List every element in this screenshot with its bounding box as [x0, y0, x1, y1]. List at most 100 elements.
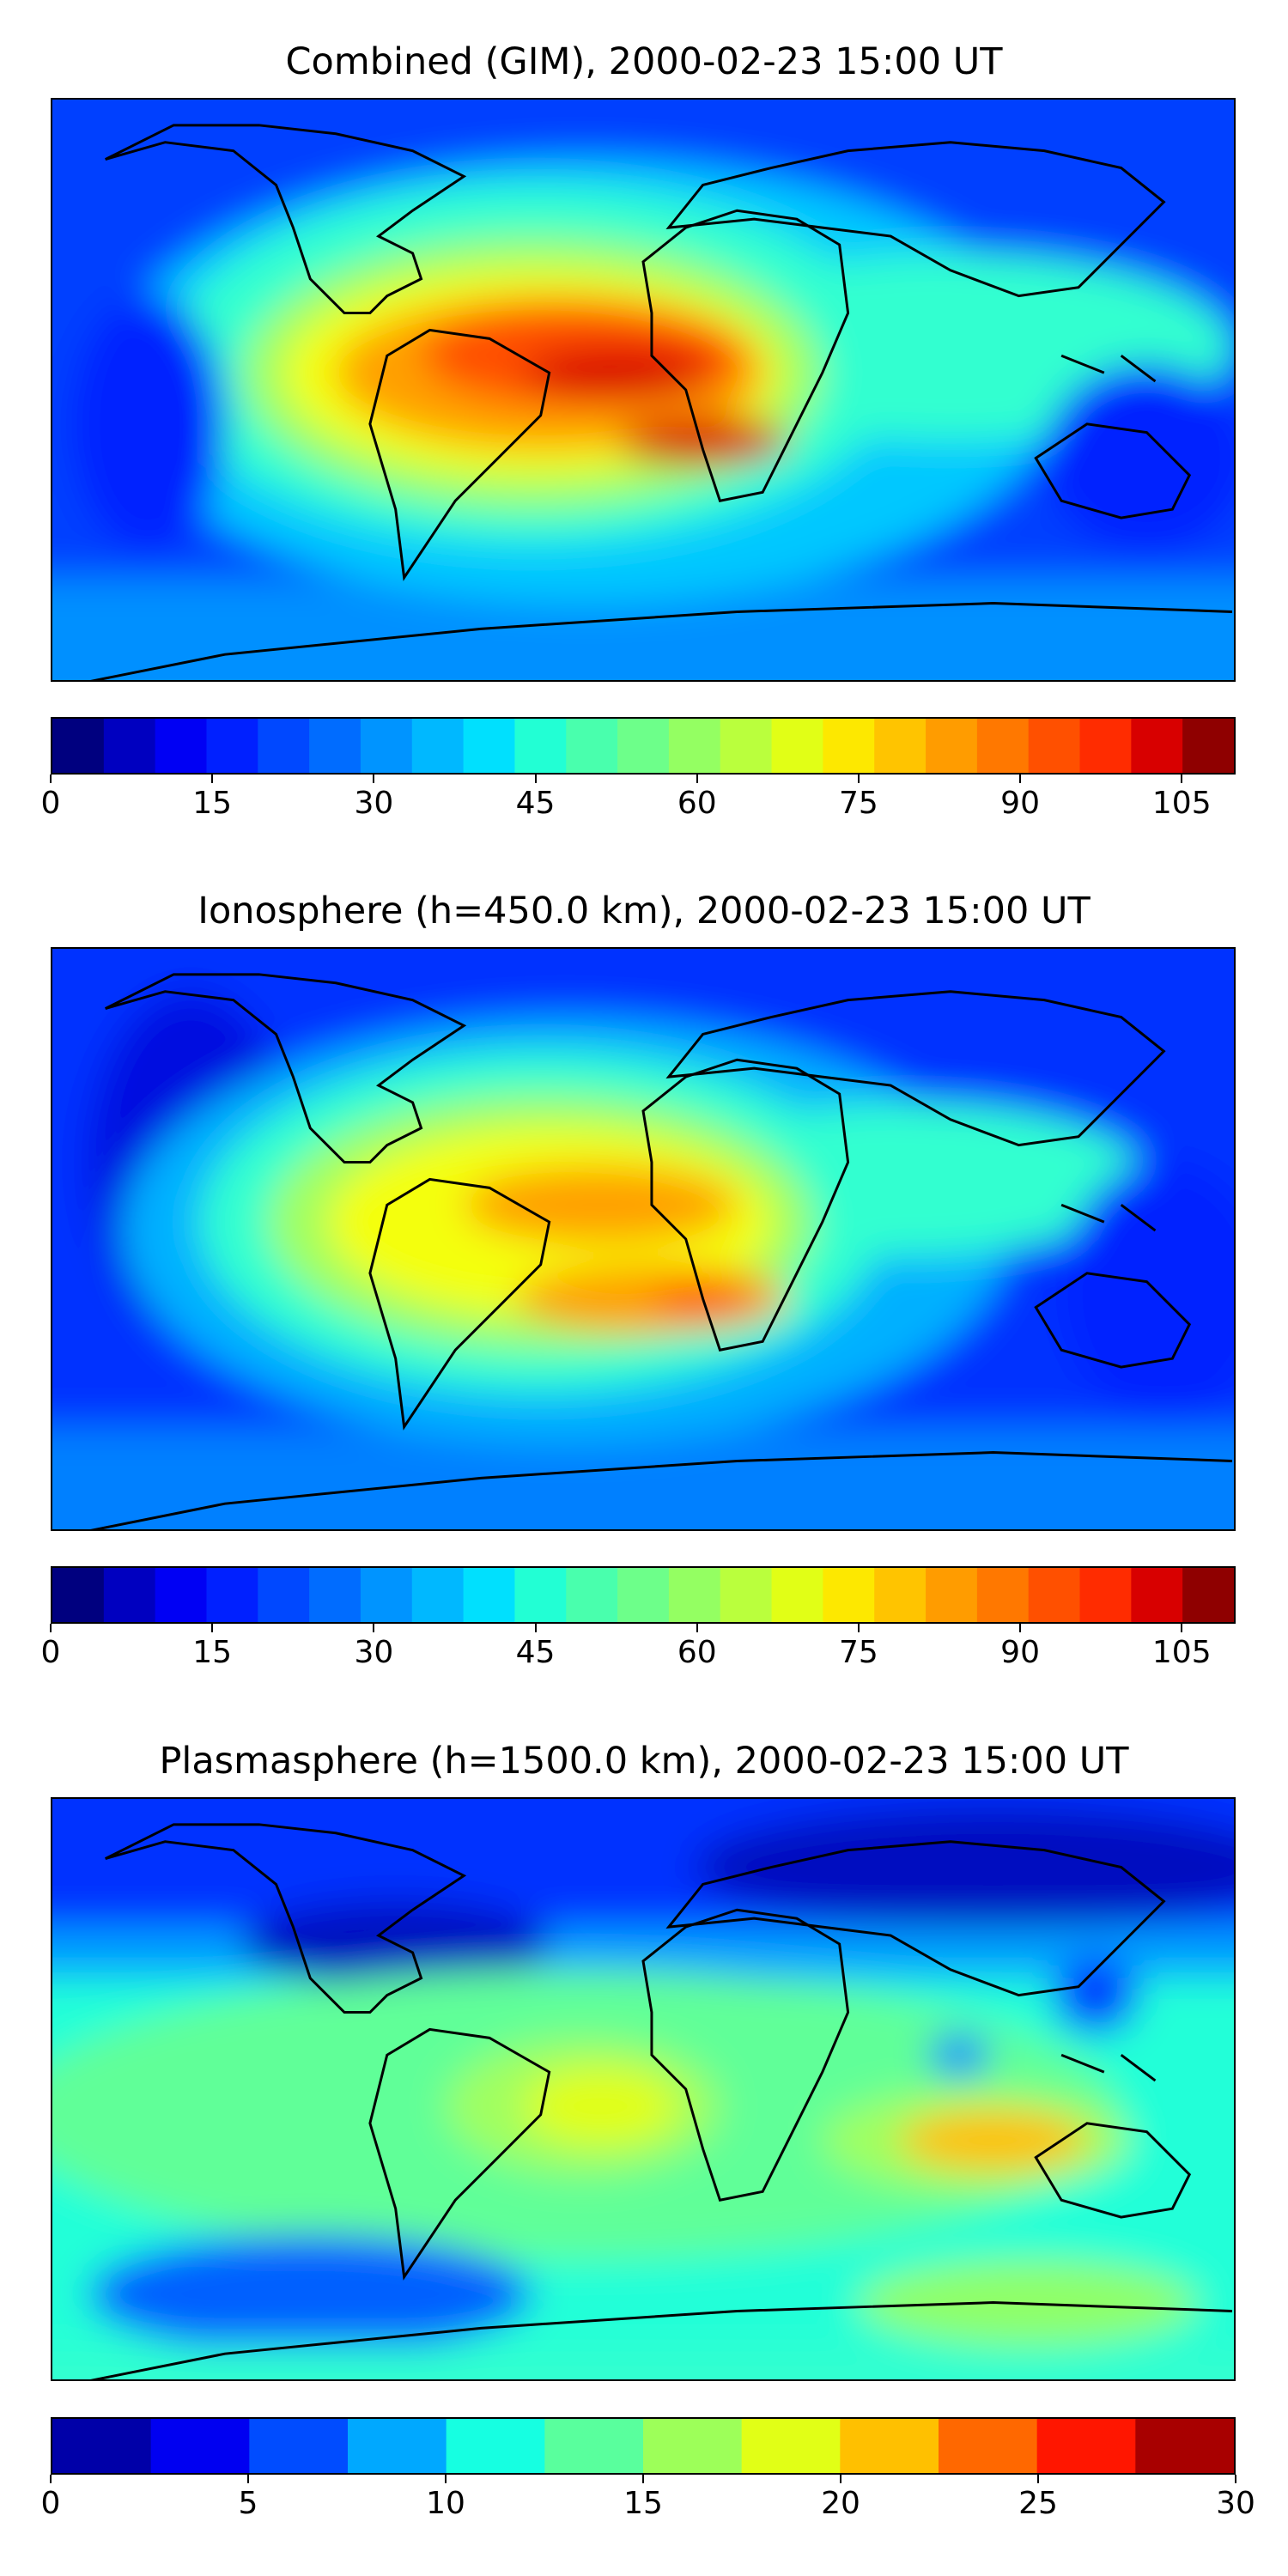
colorbar-swatch	[720, 719, 773, 773]
colorbar-tick-mark	[642, 2475, 644, 2483]
colorbar	[51, 2417, 1236, 2475]
colorbar-swatch	[155, 1568, 208, 1622]
colorbar-tick-label: 105	[1151, 786, 1212, 821]
colorbar-swatch	[103, 719, 156, 773]
colorbar-swatch	[874, 1568, 927, 1622]
colorbar-ticks: 0 15 30 45 60 75 90 105	[41, 1624, 1236, 1675]
colorbar-tick-label: 30	[354, 786, 394, 821]
colorbar-swatch	[52, 2419, 152, 2473]
colorbar-tick-mark	[1181, 775, 1183, 783]
colorbar-swatch	[939, 2419, 1038, 2473]
colorbar-swatch	[823, 1568, 875, 1622]
colorbar-swatch	[566, 1568, 618, 1622]
colorbar-swatch	[309, 719, 361, 773]
colorbar-tick-label: 75	[839, 786, 878, 821]
colorbar	[51, 717, 1236, 775]
colorbar-tick-label: 60	[677, 1635, 717, 1670]
colorbar-swatch	[411, 1568, 465, 1622]
colorbar-tick-label: 0	[40, 786, 61, 821]
colorbar-swatch	[926, 719, 978, 773]
colorbar-tick-label: 0	[40, 2486, 61, 2521]
colorbar-ticks: 0 15 30 45 60 75 90 105	[41, 775, 1236, 826]
colorbar-swatch	[741, 2419, 841, 2473]
colorbar-tick-label: 25	[1018, 2486, 1058, 2521]
colorbar-swatch	[1182, 1568, 1234, 1622]
colorbar-tick-mark	[857, 1624, 860, 1632]
colorbar-tick-mark	[857, 775, 860, 783]
colorbar-swatch	[103, 1568, 156, 1622]
colorbar-swatch	[463, 1568, 516, 1622]
panel-combined: Combined (GIM), 2000-02-23 15:00 UT	[0, 0, 1288, 859]
colorbar-swatch	[514, 1568, 567, 1622]
colorbar-swatch	[52, 1568, 105, 1622]
colorbar-ticks: 0 5 10 15 20 25 30	[41, 2475, 1255, 2526]
colorbar-swatch	[668, 1568, 721, 1622]
colorbar-tick-mark	[445, 2475, 447, 2483]
colorbar-swatch	[150, 2419, 250, 2473]
colorbar-swatch	[258, 719, 310, 773]
colorbar-swatch	[840, 2419, 939, 2473]
colorbar-swatch	[643, 2419, 743, 2473]
colorbar-swatch	[446, 2419, 545, 2473]
colorbar-tick-mark	[50, 2475, 52, 2483]
colorbar-swatch	[1135, 2419, 1234, 2473]
colorbar-swatch	[411, 719, 465, 773]
colorbar-tick-label: 45	[515, 1635, 556, 1670]
colorbar-swatch	[668, 719, 721, 773]
colorbar-swatches	[52, 719, 1234, 773]
colorbar-tick-mark	[373, 775, 375, 783]
colorbar-tick-mark	[247, 2475, 249, 2483]
tec-map-image	[52, 949, 1234, 1529]
colorbar-tick-mark	[534, 1624, 537, 1632]
colorbar-swatch	[206, 719, 258, 773]
colorbar-swatch	[566, 719, 618, 773]
colorbar-tick-label: 0	[40, 1635, 61, 1670]
colorbar-tick-mark	[50, 1624, 52, 1632]
colorbar-tick-mark	[1019, 1624, 1022, 1632]
colorbar-swatch	[1028, 1568, 1081, 1622]
colorbar-swatch	[823, 719, 875, 773]
colorbar-swatches	[52, 1568, 1234, 1622]
colorbar-swatch	[720, 1568, 773, 1622]
colorbar-swatch	[309, 1568, 361, 1622]
colorbar-tick-mark	[840, 2475, 841, 2483]
colorbar-tick-label: 15	[192, 1635, 233, 1670]
map-title: Combined (GIM), 2000-02-23 15:00 UT	[285, 40, 1003, 83]
colorbar-tick-mark	[373, 1624, 375, 1632]
colorbar-tick-mark	[534, 775, 537, 783]
colorbar-swatches	[52, 2419, 1234, 2473]
colorbar-swatch	[771, 719, 823, 773]
colorbar-tick-label: 30	[1216, 2486, 1255, 2521]
colorbar-tick-mark	[1235, 2475, 1236, 2483]
tec-map-image	[52, 1799, 1234, 2379]
colorbar-swatch	[771, 1568, 823, 1622]
colorbar-swatch	[514, 719, 567, 773]
colorbar-tick-label: 60	[677, 786, 717, 821]
colorbar-swatch	[206, 1568, 258, 1622]
colorbar-tick-label: 45	[515, 786, 556, 821]
colorbar-swatch	[249, 2419, 349, 2473]
colorbar-swatch	[976, 719, 1030, 773]
colorbar-swatch	[1028, 719, 1081, 773]
colorbar-tick-mark	[696, 775, 698, 783]
colorbar-tick-label: 15	[623, 2486, 663, 2521]
colorbar-tick-label: 20	[821, 2486, 860, 2521]
tec-map	[51, 98, 1236, 682]
colorbar-tick-label: 105	[1151, 1635, 1212, 1670]
panel-ionosphere: Ionosphere (h=450.0 km), 2000-02-23 15:0…	[41, 890, 1236, 1675]
tec-map	[51, 1797, 1236, 2381]
colorbar-swatch	[1131, 1568, 1183, 1622]
colorbar-swatch	[1131, 719, 1183, 773]
colorbar-tick-label: 5	[238, 2486, 258, 2521]
colorbar-swatch	[926, 1568, 978, 1622]
colorbar-swatch	[360, 719, 413, 773]
colorbar-swatch	[463, 719, 516, 773]
map-title: Plasmasphere (h=1500.0 km), 2000-02-23 1…	[159, 1740, 1129, 1783]
colorbar-swatch	[1079, 719, 1132, 773]
colorbar-tick-mark	[1181, 1624, 1183, 1632]
colorbar-swatch	[155, 719, 208, 773]
colorbar-tick-mark	[1037, 2475, 1039, 2483]
colorbar-swatch	[617, 719, 670, 773]
colorbar-tick-mark	[211, 775, 214, 783]
